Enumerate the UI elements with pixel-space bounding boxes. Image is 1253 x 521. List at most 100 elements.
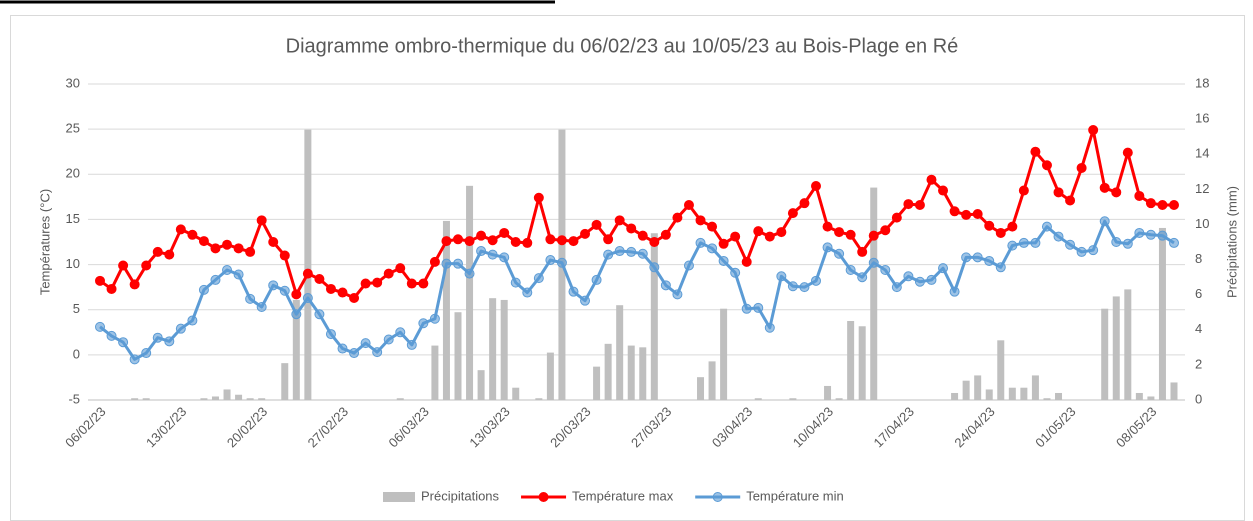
bar	[1112, 296, 1120, 400]
line-marker	[1122, 238, 1133, 249]
line-marker	[302, 292, 313, 303]
line-marker	[834, 248, 845, 259]
bar	[258, 398, 266, 400]
bar	[1135, 392, 1143, 400]
line-marker	[753, 226, 764, 237]
line-marker	[429, 256, 440, 267]
line-marker	[291, 309, 302, 320]
line-marker	[649, 237, 660, 247]
legend-label: Température min	[746, 488, 844, 503]
line-marker	[903, 271, 914, 282]
line-marker	[880, 225, 891, 236]
line-marker	[626, 223, 637, 234]
line-marker	[1134, 190, 1145, 201]
line-marker	[268, 280, 279, 291]
line-marker	[961, 209, 972, 220]
line-marker	[822, 242, 833, 253]
line-marker	[753, 302, 764, 313]
line-marker	[406, 339, 417, 350]
line-marker	[522, 287, 533, 298]
bar	[477, 370, 485, 400]
line-marker	[891, 212, 902, 223]
bar	[535, 398, 543, 400]
line-marker	[984, 220, 995, 231]
line-marker	[857, 272, 868, 283]
line-marker	[580, 295, 591, 306]
line-marker	[1088, 245, 1099, 256]
line-marker	[314, 309, 325, 320]
bar	[142, 398, 150, 400]
y-tick-label: 0	[73, 346, 80, 361]
line-marker	[556, 257, 567, 268]
x-tick-label: 17/04/23	[871, 404, 917, 450]
y-tick-label: 10	[66, 256, 80, 271]
y-tick-label: 30	[66, 75, 80, 90]
y2-tick-label: 4	[1195, 321, 1202, 336]
y-axis-label: Températures (°C)	[37, 189, 52, 295]
line-marker	[129, 354, 140, 365]
line-marker	[95, 321, 105, 332]
x-tick-label: 03/04/23	[709, 404, 755, 450]
line-marker	[891, 282, 902, 293]
line-marker	[1041, 160, 1052, 171]
y2-tick-label: 0	[1195, 391, 1202, 406]
line-marker	[1007, 221, 1018, 232]
line-marker	[1053, 187, 1064, 198]
y2-tick-label: 16	[1195, 111, 1209, 126]
line-marker	[591, 274, 602, 285]
legend-swatch	[383, 492, 415, 502]
bar	[442, 220, 450, 400]
line-marker	[1134, 227, 1145, 238]
line-marker	[533, 273, 544, 284]
line-marker	[1122, 147, 1133, 158]
line-marker	[429, 313, 440, 324]
line-marker	[1076, 246, 1087, 257]
line-marker	[926, 274, 937, 285]
line-marker	[660, 280, 671, 291]
bar	[281, 363, 289, 400]
line-marker	[868, 257, 879, 268]
line-marker	[510, 237, 521, 247]
bar	[211, 396, 219, 400]
y-tick-label: 25	[66, 121, 80, 136]
line-marker	[95, 275, 105, 286]
line-marker	[1111, 237, 1122, 247]
bar	[847, 321, 855, 400]
line-marker	[683, 260, 694, 271]
line-marker	[938, 263, 949, 274]
line-marker	[649, 262, 660, 273]
line-marker	[995, 262, 1006, 273]
line-marker	[591, 219, 602, 230]
line-marker	[1065, 195, 1076, 206]
line-marker	[811, 275, 821, 286]
line-marker	[1018, 237, 1029, 248]
line-marker	[337, 287, 348, 298]
line-marker	[383, 334, 394, 345]
chart-frame	[10, 15, 1245, 521]
line-marker	[279, 250, 290, 261]
line-marker	[1111, 187, 1122, 198]
line-marker	[614, 215, 625, 226]
line-marker	[233, 269, 244, 280]
line-marker	[1030, 237, 1041, 248]
line-marker	[1053, 231, 1064, 242]
line-marker	[210, 243, 221, 254]
line-marker	[626, 246, 637, 257]
line-marker	[811, 181, 821, 192]
line-marker	[903, 199, 914, 210]
x-tick-label: 27/02/23	[305, 404, 351, 450]
line-marker	[695, 215, 706, 226]
line-marker	[984, 255, 995, 266]
line-marker	[707, 221, 718, 232]
y2-tick-label: 12	[1195, 181, 1209, 196]
line-marker	[741, 256, 752, 267]
line-marker	[372, 277, 383, 288]
line-marker	[453, 234, 463, 245]
line-marker	[245, 293, 256, 304]
bar	[200, 398, 208, 400]
line-marker	[476, 246, 487, 257]
line-marker	[787, 208, 798, 219]
line-marker	[499, 227, 510, 238]
line-marker	[198, 284, 209, 295]
bar	[870, 187, 878, 400]
